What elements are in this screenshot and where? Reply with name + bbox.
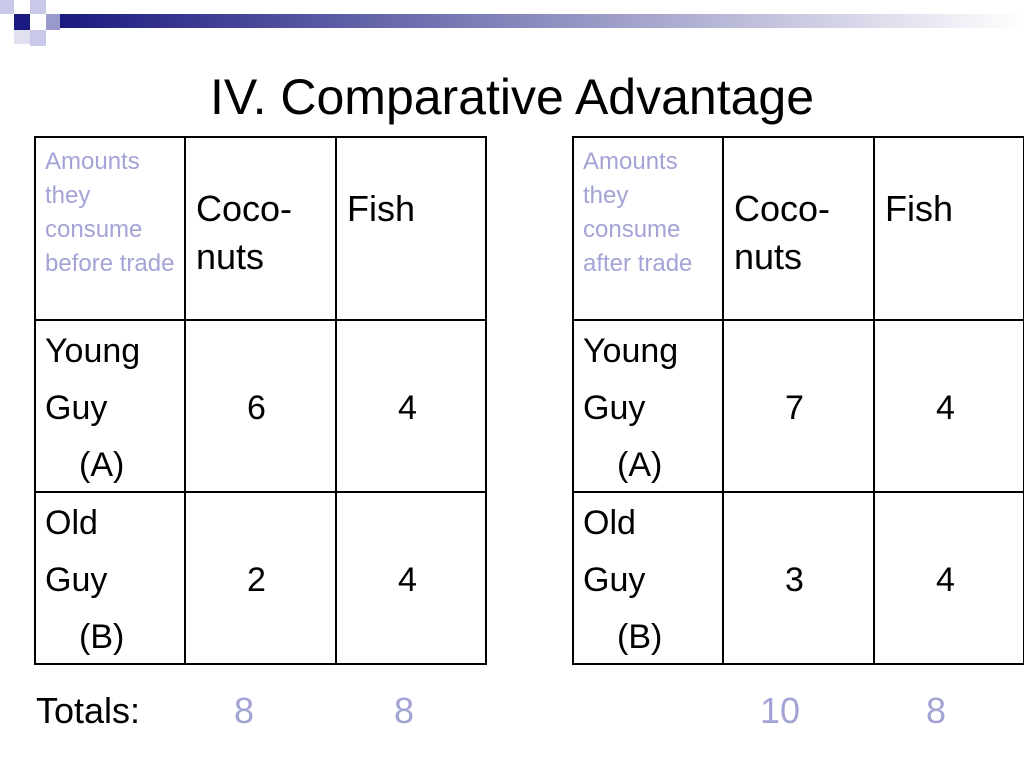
cell-value: 6: [247, 389, 266, 427]
data-cell: 2: [185, 492, 336, 665]
total-value: 10: [759, 690, 801, 731]
data-cell: 4: [336, 320, 487, 492]
header-cell: Coco-nuts: [185, 136, 336, 320]
decoration: [0, 0, 1024, 46]
row-label-line: Guy: [45, 561, 108, 599]
header-cell: Coco-nuts: [723, 136, 874, 320]
header-text: Coco-nuts: [734, 188, 831, 277]
cell-value: 4: [398, 389, 417, 427]
cell-value: 3: [785, 561, 804, 599]
data-cell: 4: [874, 492, 1024, 665]
row-label-line: (A): [79, 446, 125, 484]
header-text: Amounts they consume after trade: [583, 148, 693, 277]
total-value: 8: [233, 690, 255, 731]
total-value: 8: [925, 690, 947, 731]
row-label-line: Young: [583, 332, 679, 370]
row-label-line: (A): [617, 446, 663, 484]
data-cell: 6: [185, 320, 336, 492]
header-cell: Amounts they consume before trade: [34, 136, 185, 320]
row-label-line: Old: [583, 504, 636, 542]
cell-value: 2: [247, 561, 266, 599]
header-text: Fish: [885, 188, 954, 229]
total-value: 8: [393, 690, 415, 731]
row-label-line: (B): [79, 618, 125, 656]
row-label-line: Guy: [583, 561, 646, 599]
row-label-cell: Old Guy (B): [34, 492, 185, 665]
square: [30, 30, 46, 46]
cell-value: 4: [936, 389, 955, 427]
row-label-cell: Young Guy (A): [34, 320, 185, 492]
data-cell: 4: [874, 320, 1024, 492]
square: [0, 0, 14, 14]
data-cell: 7: [723, 320, 874, 492]
row-label-line: Guy: [45, 389, 108, 427]
header-cell: Fish: [874, 136, 1024, 320]
totals-label: Totals:: [36, 690, 141, 731]
header-text: Fish: [347, 188, 416, 229]
slide-title: IV. Comparative Advantage: [209, 69, 815, 125]
row-label-cell: Young Guy (A): [572, 320, 723, 492]
data-cell: 4: [336, 492, 487, 665]
header-cell: Amounts they consume after trade: [572, 136, 723, 320]
cell-value: 4: [398, 561, 417, 599]
square: [14, 14, 30, 30]
data-cell: 3: [723, 492, 874, 665]
header-text: Coco-nuts: [196, 188, 293, 277]
row-label-line: (B): [617, 618, 663, 656]
gradient-bar: [60, 14, 1024, 28]
row-label-cell: Old Guy (B): [572, 492, 723, 665]
square: [14, 30, 30, 44]
cell-value: 4: [936, 561, 955, 599]
header-text: Amounts they consume before trade: [45, 148, 175, 277]
square: [30, 0, 46, 14]
row-label-line: Young: [45, 332, 141, 370]
cell-value: 7: [785, 389, 804, 427]
square: [46, 14, 60, 30]
header-cell: Fish: [336, 136, 487, 320]
table: Amounts they consume before trade Coco-nu…: [34, 136, 487, 665]
row-label-line: Old: [45, 504, 98, 542]
row-label-line: Guy: [583, 389, 646, 427]
table: Amounts they consume after trade Coco-nut…: [572, 136, 1024, 665]
